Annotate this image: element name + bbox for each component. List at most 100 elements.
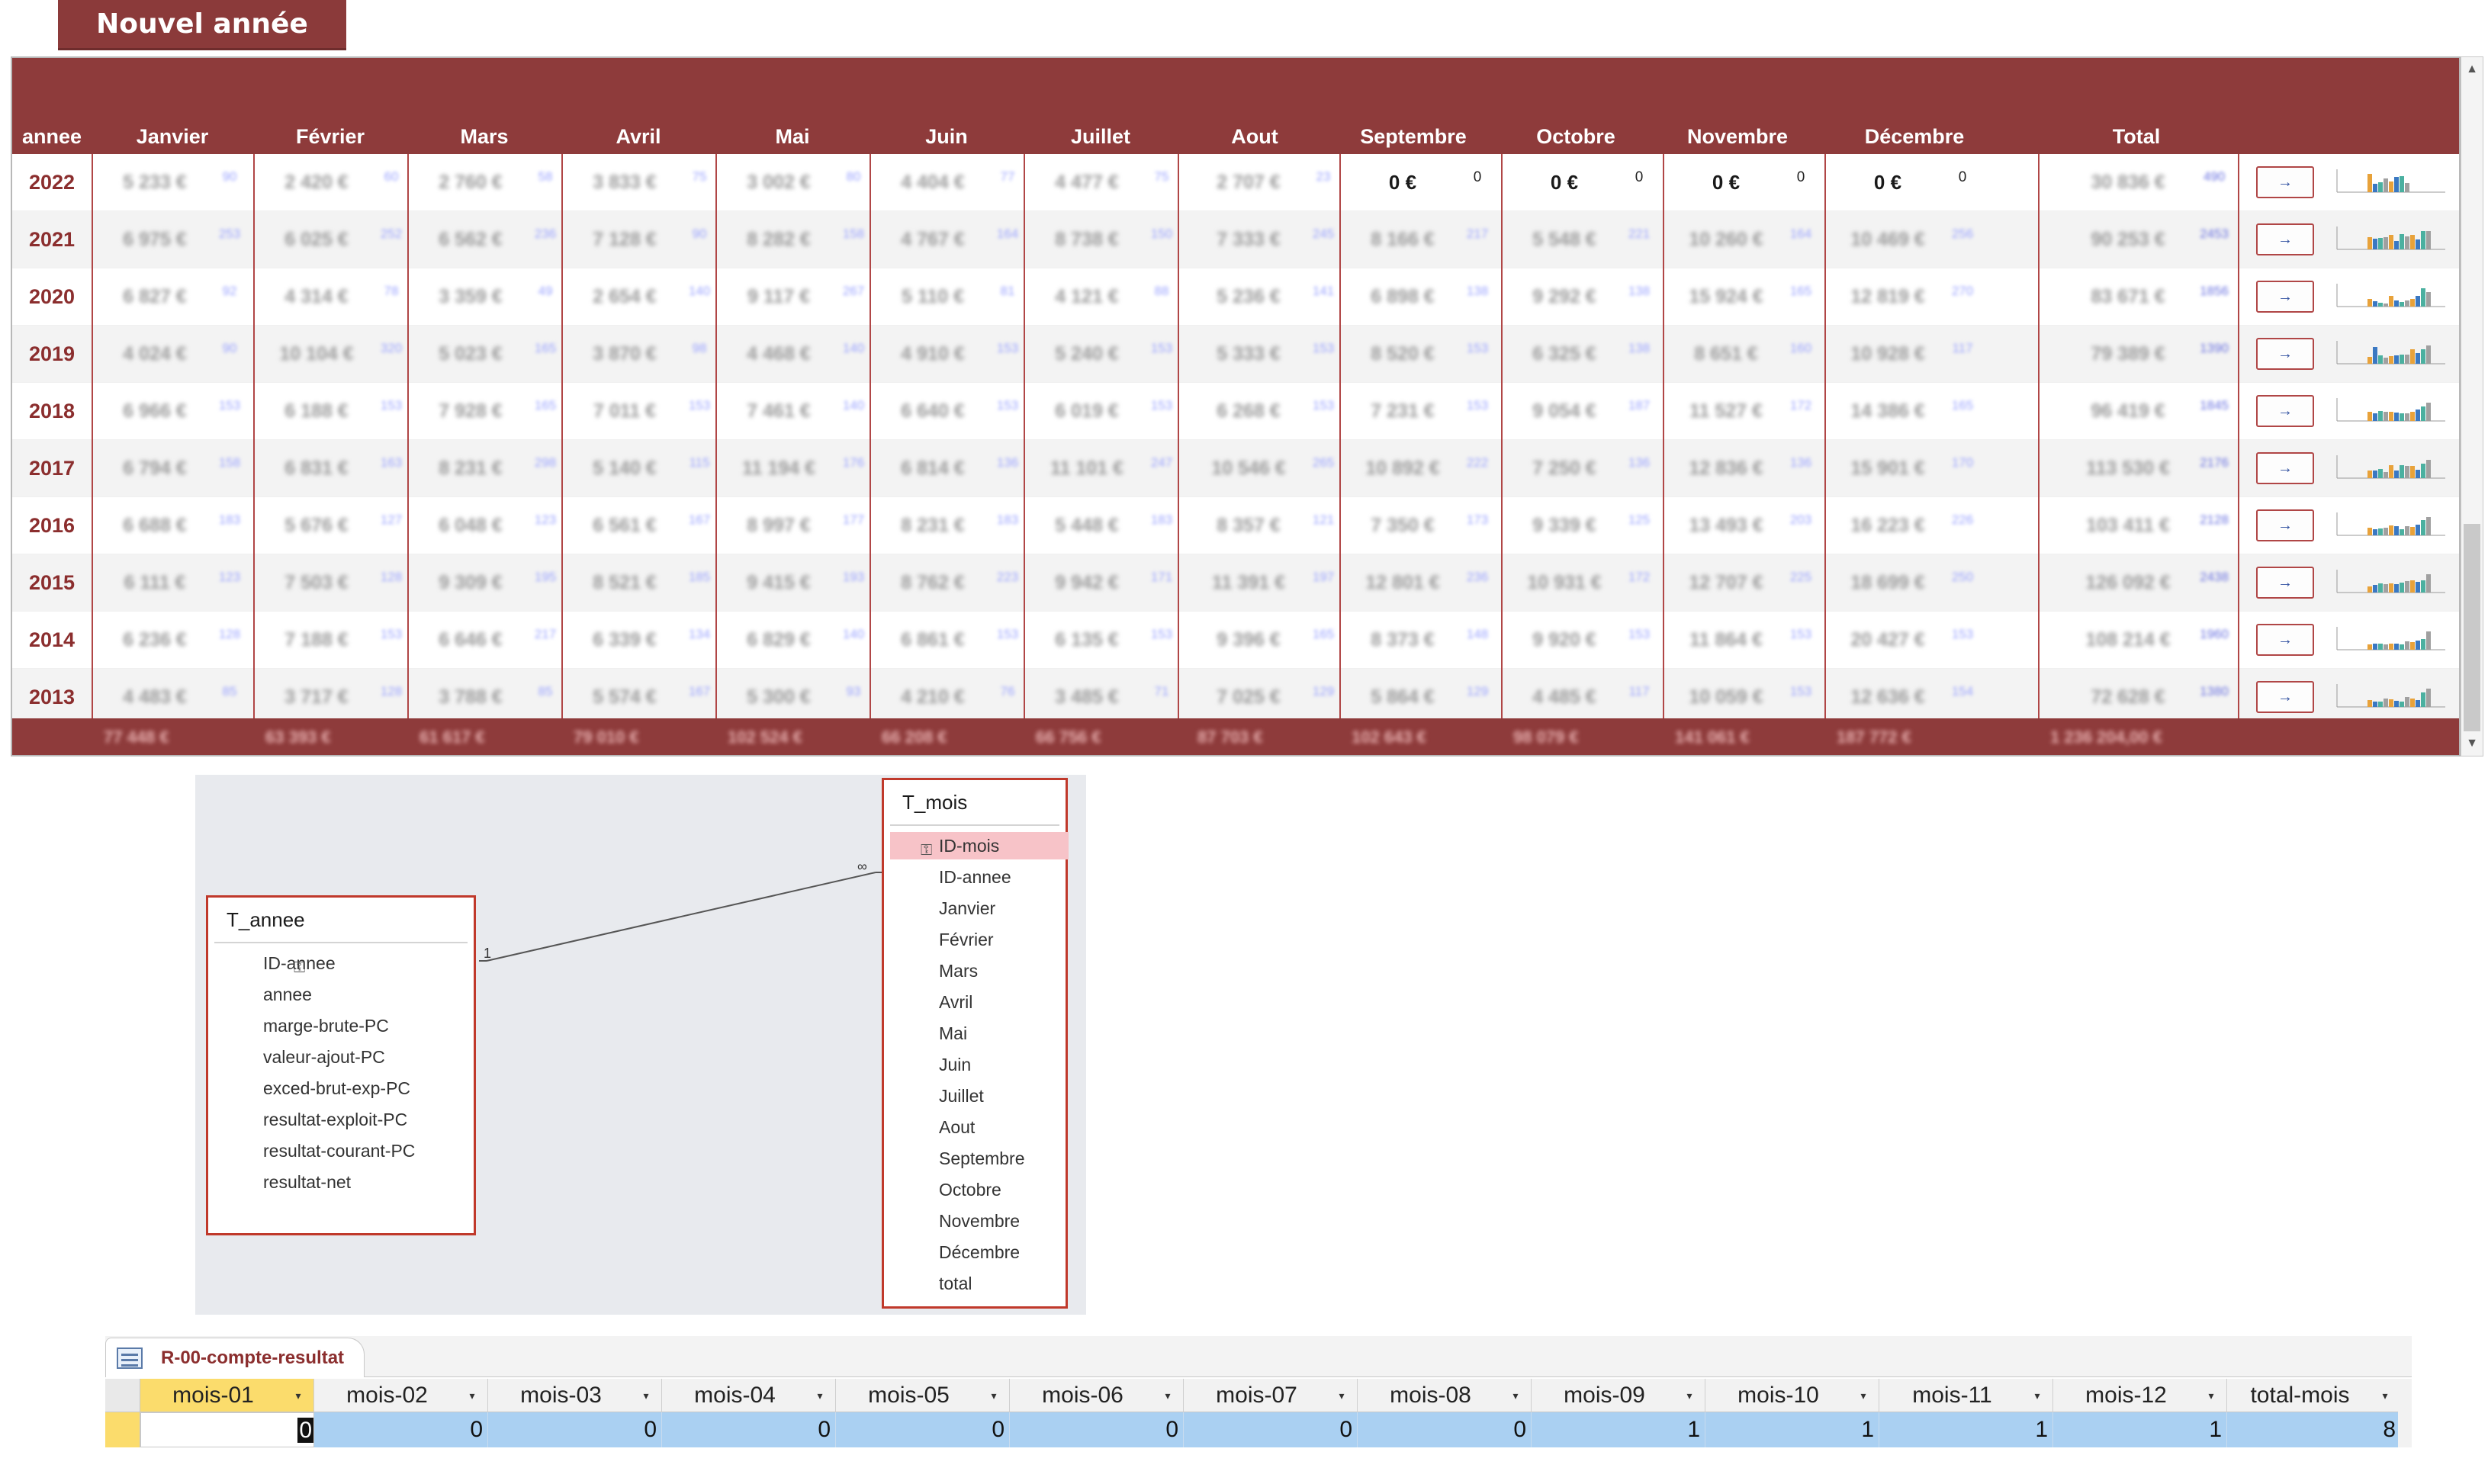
- datasheet-cell[interactable]: 0: [314, 1412, 488, 1447]
- month-cell[interactable]: 5 240 € 153: [1024, 326, 1185, 383]
- select-all-corner[interactable]: [105, 1379, 140, 1412]
- month-cell[interactable]: 9 942 € 171: [1024, 554, 1185, 612]
- month-cell[interactable]: 11 527 € 172: [1663, 383, 1824, 440]
- month-cell[interactable]: 2 760 € 58: [407, 154, 569, 211]
- month-cell[interactable]: 8 357 € 121: [1185, 497, 1347, 554]
- month-cell[interactable]: 10 928 € 117: [1824, 326, 1986, 383]
- month-cell[interactable]: 8 762 € 223: [870, 554, 1031, 612]
- month-cell[interactable]: 8 282 € 158: [715, 211, 877, 268]
- month-cell[interactable]: 7 188 € 153: [253, 612, 415, 669]
- month-cell[interactable]: 3 870 € 98: [561, 326, 723, 383]
- record-selector[interactable]: [105, 1412, 140, 1447]
- datasheet-cell[interactable]: 0: [1010, 1412, 1184, 1447]
- month-cell[interactable]: 9 117 € 267: [715, 268, 877, 326]
- datasheet-cell[interactable]: 0: [1184, 1412, 1358, 1447]
- month-cell[interactable]: 8 373 € 148: [1339, 612, 1501, 669]
- month-cell[interactable]: 0 € 0: [1824, 154, 1986, 211]
- month-cell[interactable]: 6 640 € 153: [870, 383, 1031, 440]
- datasheet-column-header[interactable]: mois-08 ▾: [1358, 1379, 1532, 1412]
- chevron-down-icon[interactable]: ▾: [2034, 1389, 2040, 1402]
- chevron-down-icon[interactable]: ▾: [643, 1389, 649, 1402]
- month-cell[interactable]: 6 561 € 167: [561, 497, 723, 554]
- month-cell[interactable]: 5 110 € 81: [870, 268, 1031, 326]
- scroll-up-arrow-icon[interactable]: ▲: [2466, 63, 2478, 75]
- datasheet-cell[interactable]: 1: [2053, 1412, 2227, 1447]
- month-cell[interactable]: 5 233 € 90: [92, 154, 253, 211]
- month-cell[interactable]: 6 898 € 138: [1339, 268, 1501, 326]
- table-t-annee[interactable]: T_annee ⚿ ID-annee annee marge-brute-PC vale…: [206, 895, 476, 1235]
- month-cell[interactable]: 9 920 € 153: [1501, 612, 1663, 669]
- month-cell[interactable]: 10 931 € 172: [1501, 554, 1663, 612]
- month-cell[interactable]: 6 814 € 136: [870, 440, 1031, 497]
- month-cell[interactable]: 9 309 € 195: [407, 554, 569, 612]
- datasheet-column-header[interactable]: mois-07 ▾: [1184, 1379, 1358, 1412]
- month-cell[interactable]: 15 924 € 165: [1663, 268, 1824, 326]
- month-cell[interactable]: 4 024 € 90: [92, 326, 253, 383]
- month-cell[interactable]: 5 140 € 115: [561, 440, 723, 497]
- month-cell[interactable]: 15 901 € 170: [1824, 440, 1986, 497]
- month-cell[interactable]: 10 546 € 265: [1185, 440, 1347, 497]
- month-cell[interactable]: 8 997 € 177: [715, 497, 877, 554]
- month-cell[interactable]: 8 231 € 298: [407, 440, 569, 497]
- datasheet-column-header[interactable]: total-mois ▾: [2227, 1379, 2401, 1412]
- datasheet-column-header[interactable]: mois-06 ▾: [1010, 1379, 1184, 1412]
- month-cell[interactable]: 6 688 € 183: [92, 497, 253, 554]
- month-cell[interactable]: 8 166 € 217: [1339, 211, 1501, 268]
- month-cell[interactable]: 6 188 € 153: [253, 383, 415, 440]
- month-cell[interactable]: 9 339 € 125: [1501, 497, 1663, 554]
- month-cell[interactable]: 7 025 € 129: [1185, 669, 1347, 726]
- chevron-down-icon[interactable]: ▾: [991, 1389, 997, 1402]
- month-cell[interactable]: 6 025 € 252: [253, 211, 415, 268]
- open-year-button[interactable]: →: [2256, 567, 2314, 599]
- month-cell[interactable]: 14 386 € 165: [1824, 383, 1986, 440]
- open-year-button[interactable]: →: [2256, 223, 2314, 255]
- month-cell[interactable]: 6 236 € 128: [92, 612, 253, 669]
- table-field[interactable]: annee: [263, 981, 312, 1008]
- table-field[interactable]: total: [939, 1270, 972, 1297]
- month-cell[interactable]: 13 493 € 203: [1663, 497, 1824, 554]
- month-cell[interactable]: 0 € 0: [1663, 154, 1824, 211]
- month-cell[interactable]: 7 250 € 136: [1501, 440, 1663, 497]
- month-cell[interactable]: 3 788 € 85: [407, 669, 569, 726]
- open-year-button[interactable]: →: [2256, 338, 2314, 370]
- month-cell[interactable]: 7 011 € 153: [561, 383, 723, 440]
- datasheet-column-header[interactable]: mois-05 ▾: [836, 1379, 1010, 1412]
- table-field[interactable]: Octobre: [939, 1176, 1001, 1203]
- month-cell[interactable]: 5 574 € 167: [561, 669, 723, 726]
- chevron-down-icon[interactable]: ▾: [1339, 1389, 1345, 1402]
- month-cell[interactable]: 7 350 € 173: [1339, 497, 1501, 554]
- month-cell[interactable]: 4 767 € 164: [870, 211, 1031, 268]
- month-cell[interactable]: 4 468 € 140: [715, 326, 877, 383]
- datasheet-column-header[interactable]: mois-11 ▾: [1879, 1379, 2053, 1412]
- table-field[interactable]: Mai: [939, 1020, 967, 1047]
- month-cell[interactable]: 6 827 € 92: [92, 268, 253, 326]
- month-cell[interactable]: 7 461 € 140: [715, 383, 877, 440]
- month-cell[interactable]: 6 966 € 153: [92, 383, 253, 440]
- month-cell[interactable]: 7 928 € 165: [407, 383, 569, 440]
- datasheet-column-header[interactable]: mois-04 ▾: [662, 1379, 836, 1412]
- table-field[interactable]: ID-annee: [939, 863, 1011, 891]
- month-cell[interactable]: 4 485 € 117: [1501, 669, 1663, 726]
- month-cell[interactable]: 6 111 € 123: [92, 554, 253, 612]
- month-cell[interactable]: 12 707 € 225: [1663, 554, 1824, 612]
- month-cell[interactable]: 6 339 € 134: [561, 612, 723, 669]
- grid-scrollbar[interactable]: ▲ ▼: [2461, 56, 2483, 756]
- month-cell[interactable]: 4 910 € 153: [870, 326, 1031, 383]
- month-cell[interactable]: 9 396 € 165: [1185, 612, 1347, 669]
- datasheet-column-header[interactable]: mois-02 ▾: [314, 1379, 488, 1412]
- month-cell[interactable]: 18 699 € 250: [1824, 554, 1986, 612]
- month-cell[interactable]: 12 801 € 236: [1339, 554, 1501, 612]
- tab-r-00-compte-resultat[interactable]: R-00-compte-resultat: [105, 1338, 365, 1377]
- month-cell[interactable]: 6 325 € 138: [1501, 326, 1663, 383]
- month-cell[interactable]: 5 864 € 129: [1339, 669, 1501, 726]
- month-cell[interactable]: 0 € 0: [1501, 154, 1663, 211]
- month-cell[interactable]: 5 676 € 127: [253, 497, 415, 554]
- table-field[interactable]: valeur-ajout-PC: [263, 1043, 385, 1071]
- month-cell[interactable]: 8 651 € 160: [1663, 326, 1824, 383]
- datasheet-cell[interactable]: 1: [1532, 1412, 1705, 1447]
- datasheet-column-header[interactable]: mois-09 ▾: [1532, 1379, 1705, 1412]
- month-cell[interactable]: 8 231 € 183: [870, 497, 1031, 554]
- month-cell[interactable]: 2 707 € 23: [1185, 154, 1347, 211]
- month-cell[interactable]: 6 562 € 236: [407, 211, 569, 268]
- open-year-button[interactable]: →: [2256, 509, 2314, 541]
